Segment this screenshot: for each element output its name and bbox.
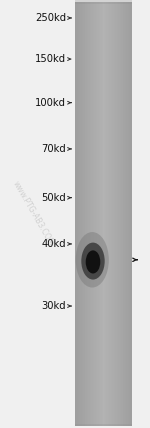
- Bar: [75, 2, 76, 426]
- Ellipse shape: [76, 232, 109, 288]
- Bar: [90, 2, 91, 426]
- Bar: [81, 2, 82, 426]
- Bar: [100, 2, 101, 426]
- Text: 70kd: 70kd: [41, 144, 66, 154]
- Bar: [76, 2, 77, 426]
- Bar: [99, 2, 100, 426]
- Bar: [79, 2, 80, 426]
- Text: 100kd: 100kd: [35, 98, 66, 108]
- Bar: [101, 2, 102, 426]
- Bar: [77, 2, 78, 426]
- Bar: [109, 2, 110, 426]
- Bar: [103, 2, 105, 426]
- Text: 250kd: 250kd: [35, 13, 66, 23]
- Bar: [117, 2, 118, 426]
- Bar: [75, 424, 132, 426]
- Text: 40kd: 40kd: [41, 239, 66, 249]
- Bar: [82, 2, 83, 426]
- Bar: [78, 2, 79, 426]
- Bar: [94, 2, 95, 426]
- Text: www.PTG-AB3.COM: www.PTG-AB3.COM: [11, 180, 55, 248]
- Bar: [89, 2, 90, 426]
- Ellipse shape: [86, 250, 100, 273]
- Bar: [85, 2, 87, 426]
- Bar: [88, 2, 90, 426]
- Bar: [118, 2, 119, 426]
- Bar: [131, 2, 132, 426]
- Bar: [80, 2, 81, 426]
- Bar: [114, 2, 115, 426]
- Bar: [84, 2, 86, 426]
- Bar: [119, 2, 120, 426]
- Bar: [87, 2, 89, 426]
- Bar: [113, 2, 114, 426]
- Bar: [124, 2, 126, 426]
- Text: 50kd: 50kd: [41, 193, 66, 203]
- Bar: [120, 2, 121, 426]
- Bar: [98, 2, 99, 426]
- Bar: [125, 2, 127, 426]
- Bar: [95, 2, 96, 426]
- Ellipse shape: [81, 243, 105, 279]
- Bar: [128, 2, 129, 426]
- Bar: [93, 2, 94, 426]
- Bar: [96, 2, 97, 426]
- Text: 30kd: 30kd: [41, 301, 66, 311]
- Text: 150kd: 150kd: [35, 54, 66, 64]
- Bar: [115, 2, 116, 426]
- Bar: [126, 2, 128, 426]
- Bar: [75, 0, 132, 4]
- Bar: [83, 2, 84, 426]
- Bar: [111, 2, 112, 426]
- Bar: [92, 2, 93, 426]
- Bar: [104, 2, 106, 426]
- Bar: [123, 2, 125, 426]
- Bar: [97, 2, 98, 426]
- Bar: [84, 2, 85, 426]
- Bar: [130, 2, 131, 426]
- Bar: [105, 2, 107, 426]
- Bar: [110, 2, 111, 426]
- Bar: [91, 2, 92, 426]
- Bar: [116, 2, 117, 426]
- Bar: [127, 2, 129, 426]
- Bar: [102, 2, 103, 426]
- Bar: [107, 2, 109, 426]
- Bar: [106, 2, 108, 426]
- Bar: [129, 2, 130, 426]
- Bar: [122, 2, 123, 426]
- Bar: [108, 2, 110, 426]
- Bar: [112, 2, 113, 426]
- Bar: [123, 2, 124, 426]
- Bar: [121, 2, 122, 426]
- Bar: [103, 2, 104, 426]
- Bar: [86, 2, 88, 426]
